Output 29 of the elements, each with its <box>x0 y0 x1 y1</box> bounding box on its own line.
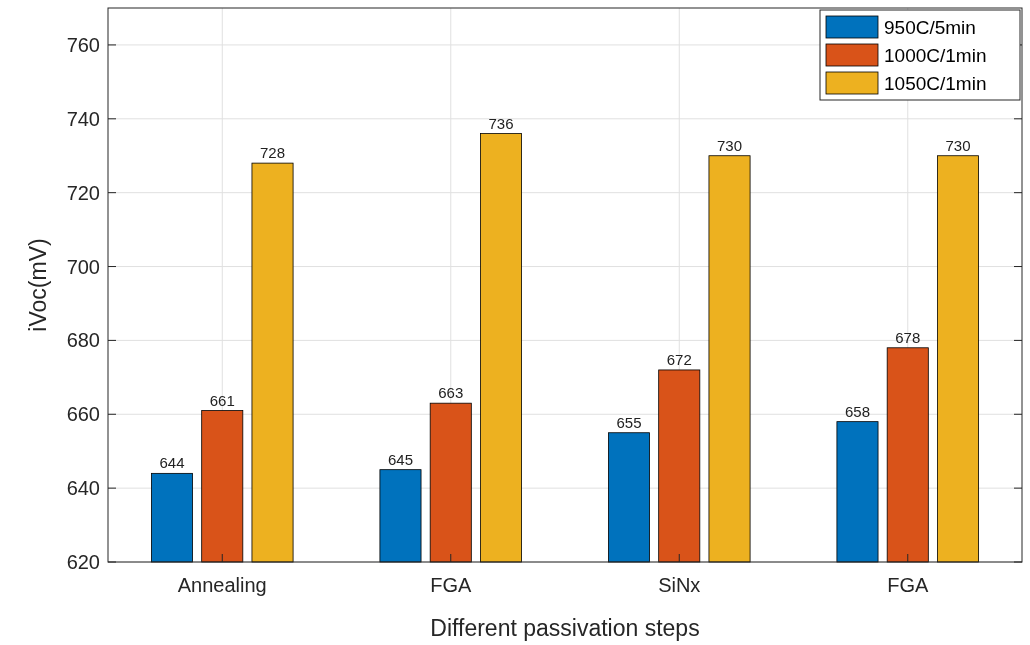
data-label: 661 <box>209 391 235 409</box>
y-tick-label: 720 <box>66 181 100 204</box>
y-tick-label: 680 <box>66 329 100 352</box>
y-axis-title: iVoc(mV) <box>25 238 51 332</box>
x-tick-label: FGA <box>887 574 929 596</box>
x-tick-label: Annealing <box>177 574 267 596</box>
x-tick-label: SiNx <box>658 574 701 596</box>
y-tick-label: 760 <box>66 33 100 56</box>
y-tick-label: 660 <box>66 403 100 426</box>
x-axis-title: Different passivation steps <box>430 615 700 641</box>
y-tick-label: 620 <box>66 551 100 573</box>
data-label: 658 <box>844 402 870 420</box>
data-label: 672 <box>666 350 692 368</box>
data-label: 728 <box>260 144 286 162</box>
data-label: 655 <box>616 413 642 431</box>
data-label: 678 <box>895 328 921 346</box>
data-label: 730 <box>717 136 743 154</box>
x-tick-label: FGA <box>430 574 472 596</box>
y-tick-label: 640 <box>66 477 100 500</box>
legend-label: 1050C/1min <box>884 72 987 94</box>
y-tick-label: 700 <box>66 255 100 278</box>
legend-label: 950C/5min <box>884 16 976 38</box>
data-label: 644 <box>159 454 185 472</box>
data-label: 663 <box>438 384 464 402</box>
data-label: 736 <box>488 114 514 132</box>
data-label: 730 <box>945 136 971 154</box>
legend-label: 1000C/1min <box>884 44 987 66</box>
y-tick-label: 740 <box>66 107 100 130</box>
data-label: 645 <box>387 450 413 468</box>
